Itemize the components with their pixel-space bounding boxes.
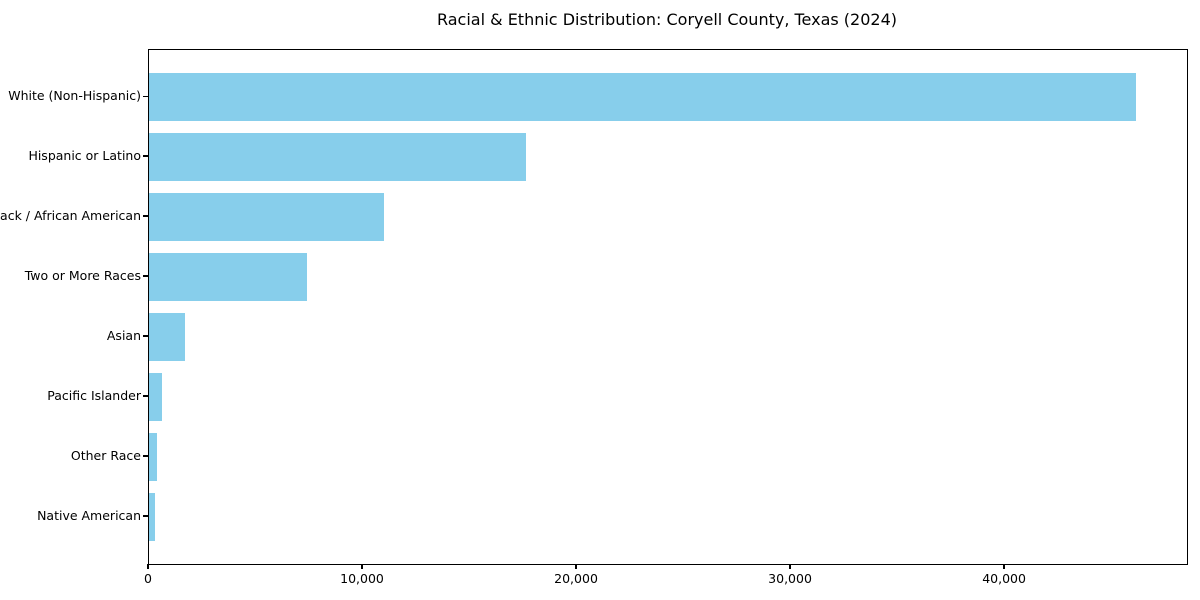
chart-title: Racial & Ethnic Distribution: Coryell Co… [436,10,898,29]
bar-white-non-hispanic [149,73,1136,122]
plot-area [148,49,1188,565]
y-tick-mark [143,95,148,98]
y-tick-label-two-or-more-races: Two or More Races [24,268,141,284]
bar-black-african-american [149,193,385,242]
y-tick-label-asian: Asian [106,328,141,344]
y-tick-mark [143,155,148,157]
x-tick-label-10000: 10,000 [340,571,384,586]
y-tick-label-pacific-islander: Pacific Islander [47,387,141,403]
y-tick-mark [143,275,148,277]
bar-hispanic-or-latino [149,133,526,182]
x-tick-mark [789,564,791,569]
x-tick-label-40000: 40,000 [982,571,1026,586]
y-tick-mark [143,515,148,517]
bar-native-american [149,492,155,541]
x-tick-label-0: 0 [144,571,152,586]
y-tick-mark [143,215,148,217]
bar-other-race [149,432,157,481]
bar-two-or-more-races [149,253,308,302]
x-tick-mark [147,564,149,569]
y-tick-mark [143,395,148,397]
x-tick-mark [575,564,577,569]
x-tick-mark [361,564,363,569]
y-tick-mark [143,335,148,337]
y-tick-mark [143,455,148,457]
y-tick-label-black-african-american: Black / African American [0,208,141,224]
y-tick-label-other-race: Other Race [70,447,141,463]
y-tick-label-hispanic-or-latino: Hispanic or Latino [28,148,141,164]
x-tick-mark [1003,564,1005,569]
bar-pacific-islander [149,372,163,421]
y-tick-label-native-american: Native American [37,507,141,523]
bar-asian [149,313,186,362]
x-tick-label-30000: 30,000 [768,571,812,586]
y-tick-label-white-non-hispanic: White (Non-Hispanic) [8,88,141,104]
x-tick-label-20000: 20,000 [554,571,598,586]
